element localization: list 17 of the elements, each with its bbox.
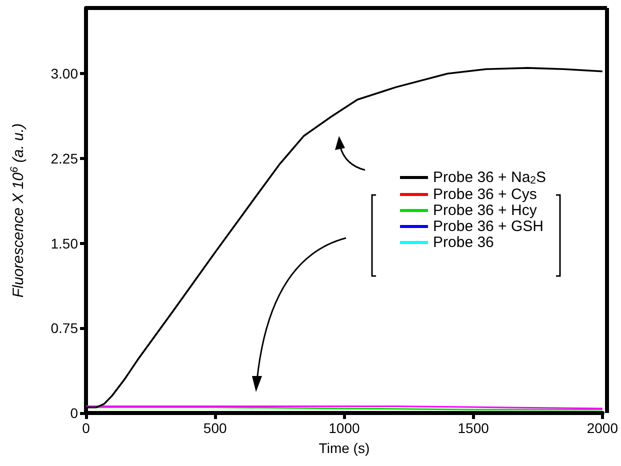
legend-label: Probe 36 + Na2S (433, 169, 546, 186)
y-tick-label: 0.75 (50, 320, 78, 336)
y-axis-title: Fluorescence X 106 (a. u.) (8, 123, 27, 298)
x-axis-title: Time (s) (318, 440, 370, 456)
legend-label: Probe 36 + Hcy (433, 202, 538, 219)
x-tick-label: 1000 (328, 420, 360, 436)
y-tick-label: 2.25 (50, 150, 78, 166)
x-tick-label: 2000 (586, 420, 618, 436)
x-tick-label: 0 (82, 420, 90, 436)
y-tick-label: 3.00 (50, 66, 78, 82)
y-tick-label: 0 (70, 405, 78, 421)
x-tick-label: 1500 (458, 420, 490, 436)
legend-label: Probe 36 (433, 234, 494, 251)
legend-label: Probe 36 + Cys (433, 186, 537, 203)
legend-label: Probe 36 + GSH (433, 218, 544, 235)
y-tick-label: 1.50 (50, 235, 78, 252)
x-tick-label: 500 (203, 420, 227, 436)
